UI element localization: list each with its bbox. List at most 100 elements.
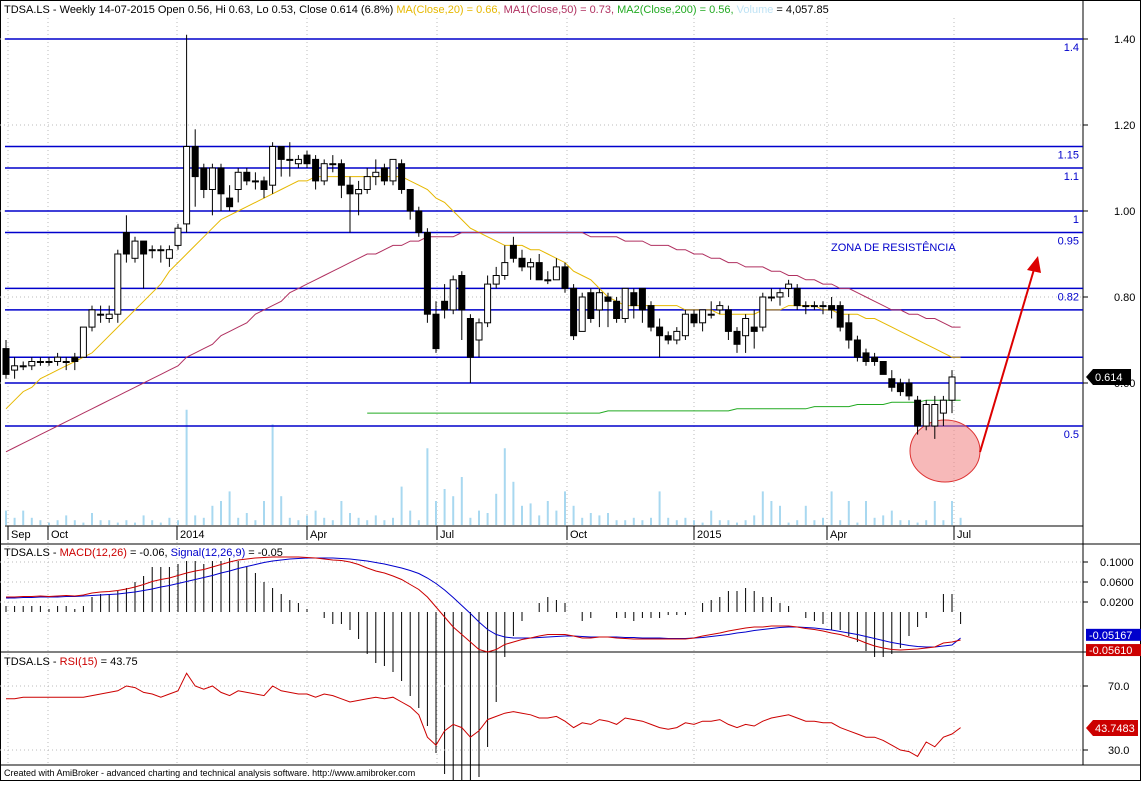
candle-body-up bbox=[621, 287, 629, 319]
ma50-line bbox=[5, 232, 961, 453]
macd-header-macd: MACD(12,26) bbox=[60, 547, 127, 559]
candle-body-down bbox=[200, 167, 208, 190]
candle-body-down bbox=[561, 266, 569, 289]
candle-body-up bbox=[174, 227, 182, 246]
candle bbox=[208, 163, 216, 216]
candle-body-down bbox=[423, 232, 431, 315]
candle bbox=[432, 301, 440, 353]
level-label: 1.1 bbox=[1064, 171, 1079, 183]
candle-body-down bbox=[458, 275, 466, 311]
resistance-zone-label: ZONA DE RESISTÊNCIA bbox=[831, 241, 956, 254]
candle bbox=[251, 172, 259, 190]
candle bbox=[785, 279, 793, 297]
macd-histogram bbox=[5, 558, 962, 786]
header-ma200: MA2(Close,200) = 0.56, bbox=[617, 4, 733, 16]
candle bbox=[638, 287, 646, 323]
candle-body-down bbox=[441, 300, 449, 311]
candle-body-down bbox=[406, 189, 414, 212]
candle bbox=[587, 288, 595, 323]
candle-body-up bbox=[28, 361, 36, 367]
price-header: TDSA.LS - Weekly 14-07-2015 Open 0.56, H… bbox=[4, 4, 829, 16]
candle-body-down bbox=[879, 361, 887, 375]
candle-body-up bbox=[767, 296, 775, 299]
level-label: 0.82 bbox=[1058, 291, 1079, 303]
candle-body-down bbox=[432, 313, 440, 350]
candle-body-up bbox=[699, 309, 707, 324]
level-label: 0.5 bbox=[1064, 429, 1079, 441]
rsi-tick-label: 30.0 bbox=[1108, 745, 1129, 757]
candle-body-up bbox=[114, 253, 122, 315]
price-tick-label: 1.00 bbox=[1114, 206, 1135, 218]
candle bbox=[2, 340, 10, 379]
candle-body-up bbox=[673, 330, 681, 341]
candle-body-up bbox=[97, 313, 105, 316]
projection-arrow bbox=[979, 256, 1041, 453]
candle bbox=[269, 142, 277, 194]
candle-body-up bbox=[36, 361, 44, 363]
candle bbox=[389, 158, 397, 186]
candle bbox=[544, 271, 552, 285]
candle bbox=[45, 357, 53, 366]
macd-header-signal-value: = -0.05 bbox=[245, 547, 283, 559]
candle-body-down bbox=[140, 240, 148, 255]
candle bbox=[690, 309, 698, 328]
level-label: 1.15 bbox=[1058, 150, 1079, 162]
candle-body-down bbox=[466, 318, 474, 358]
candle-body-up bbox=[492, 275, 500, 285]
candle bbox=[527, 258, 535, 280]
bottom-circle bbox=[909, 419, 981, 483]
candle-body-down bbox=[587, 292, 595, 320]
rsi-value-text: 43.7483 bbox=[1095, 723, 1135, 735]
time-tick-label: Jul bbox=[440, 529, 454, 541]
macd-header-macd-value: = -0.06, bbox=[127, 547, 171, 559]
candle-body-up bbox=[389, 158, 397, 182]
candle-body-down bbox=[690, 313, 698, 324]
candle bbox=[286, 142, 294, 177]
candle-body-up bbox=[165, 249, 173, 259]
candle-body-down bbox=[664, 335, 672, 341]
candle-body-up bbox=[88, 309, 96, 328]
candle-body-down bbox=[518, 257, 526, 268]
candle-body-up bbox=[208, 167, 216, 190]
header-ma20: MA(Close,20) = 0.66, bbox=[396, 4, 500, 16]
candle bbox=[62, 357, 70, 371]
candle bbox=[303, 150, 311, 168]
candle bbox=[415, 206, 423, 237]
candle-body-down bbox=[656, 326, 664, 337]
rsi-axis: 70.0 30.0 43.7483 bbox=[1083, 681, 1138, 757]
candle-body-up bbox=[19, 365, 27, 368]
candle bbox=[647, 301, 655, 332]
candle bbox=[664, 331, 672, 345]
candle-body-down bbox=[191, 146, 199, 178]
candle-body-up bbox=[475, 322, 483, 341]
horizontal-levels: 1.4 1.15 1.1 1 0.95 0.82 0.5 bbox=[5, 38, 1083, 441]
candle-body-up bbox=[251, 180, 259, 183]
macd-value-tag: -0.05610 bbox=[1086, 644, 1141, 657]
candle-body-down bbox=[750, 326, 758, 332]
candle bbox=[681, 309, 689, 340]
rsi-value-tag: 43.7483 bbox=[1086, 720, 1138, 737]
time-tick-label: Oct bbox=[51, 529, 68, 541]
price-tick-label: 1.20 bbox=[1114, 120, 1135, 132]
candle bbox=[148, 245, 156, 259]
candle-body-up bbox=[742, 318, 750, 337]
candle-body-up bbox=[294, 158, 302, 165]
ma200-line bbox=[367, 399, 961, 414]
candle-body-up bbox=[544, 279, 552, 282]
candle-body-down bbox=[226, 197, 234, 208]
signal-value-box bbox=[1086, 628, 1141, 641]
candle-body-up bbox=[355, 189, 363, 195]
time-tick-label: 2015 bbox=[697, 529, 721, 541]
candle-body-up bbox=[501, 262, 509, 277]
candle-body-down bbox=[243, 171, 251, 182]
time-tick-label: 2014 bbox=[180, 529, 204, 541]
candle-body-down bbox=[733, 330, 741, 345]
candle bbox=[742, 314, 750, 353]
candle bbox=[226, 185, 234, 211]
candle bbox=[561, 262, 569, 293]
header-ohlc: - Weekly 14-07-2015 Open 0.56, Hi 0.63, … bbox=[50, 4, 397, 16]
candle-body-down bbox=[845, 322, 853, 341]
header-volume-value: = 4,057.85 bbox=[773, 4, 828, 16]
price-tick-label: 1.40 bbox=[1114, 34, 1135, 46]
candle bbox=[853, 335, 861, 362]
